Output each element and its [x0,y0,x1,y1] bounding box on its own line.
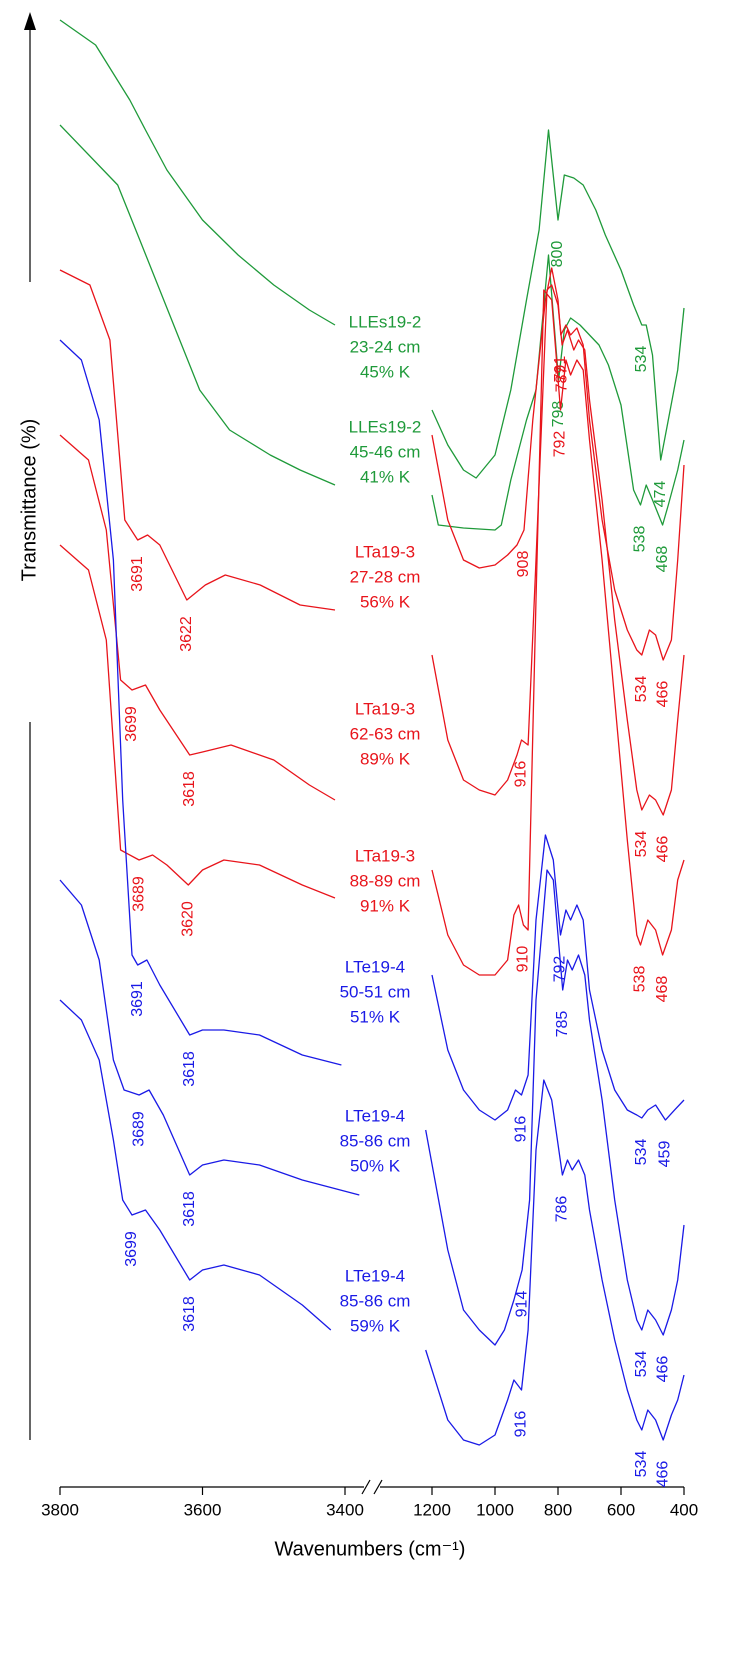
peak-label: 466 [654,836,671,863]
axis-break [373,1479,383,1495]
sample-label: 88-89 cm [350,871,421,890]
peak-label: 908 [515,551,532,578]
x-tick-label: 800 [544,1500,572,1519]
spectrum-line [59,869,685,1346]
sample-label: LLEs19-2 [349,312,422,331]
peak-label: 468 [654,976,671,1003]
sample-label: 59% K [350,1316,401,1335]
spectrum-line [59,19,685,479]
peak-label: 459 [657,1141,674,1168]
peak-label: 916 [513,1411,530,1438]
sample-label: 85-86 cm [340,1291,411,1310]
x-tick-label: 400 [670,1500,698,1519]
sample-label: LTa19-3 [355,699,415,718]
peak-label: 534 [633,346,650,373]
sample-label: 45% K [360,362,411,381]
sample-label: 50-51 cm [340,982,411,1001]
sample-label: LTe19-4 [345,1266,405,1285]
peak-label: 916 [513,1116,530,1143]
peak-label: 3699 [123,706,140,742]
sample-label: 23-24 cm [350,337,421,356]
peak-label: 534 [633,676,650,703]
sample-label: LTe19-4 [345,957,405,976]
peak-label: 800 [549,241,566,268]
peak-label: 916 [513,761,530,788]
x-tick-label: 3600 [184,1500,222,1519]
peak-label: 538 [632,966,649,993]
x-tick-label: 1200 [413,1500,451,1519]
x-tick-label: 3400 [326,1500,364,1519]
y-axis-title: Transmittance (%) [18,419,40,582]
spectrum-line [59,267,685,661]
peak-label: 3618 [181,1051,198,1087]
peak-label: 468 [654,546,671,573]
peak-label: 466 [654,681,671,708]
peak-label: 534 [633,831,650,858]
spectrum-line [59,284,685,816]
peak-label: 792 [552,431,569,458]
sample-label: 85-86 cm [340,1131,411,1150]
spectrum-line [59,339,685,1121]
peak-label: 3691 [129,981,146,1017]
peak-label: 534 [633,1139,650,1166]
peak-label: 786 [554,1196,571,1223]
peak-label: 914 [513,1291,530,1318]
peak-label: 3622 [178,616,195,652]
spectrum-line [59,289,685,976]
sample-label: 51% K [350,1007,401,1026]
peak-label: 466 [654,1461,671,1488]
axis-break [361,1479,371,1495]
sample-label: 50% K [350,1156,401,1175]
peak-label: 3618 [181,771,198,807]
peak-label: 3699 [123,1231,140,1267]
x-tick-label: 600 [607,1500,635,1519]
y-axis-arrow-head [24,12,36,30]
sample-label: LTa19-3 [355,542,415,561]
peak-label: 910 [515,946,532,973]
peak-label: 466 [654,1356,671,1383]
sample-label: 41% K [360,467,411,486]
spectrum-line [59,124,685,531]
sample-label: LTe19-4 [345,1106,405,1125]
sample-label: 89% K [360,749,411,768]
peak-label: 538 [632,526,649,553]
y-title-backdrop [16,282,44,722]
peak-label: 798 [550,401,567,428]
sample-label: 27-28 cm [350,567,421,586]
x-tick-label: 1000 [476,1500,514,1519]
peak-label: 787 [553,366,570,393]
sample-label: 56% K [360,592,411,611]
peak-label: 3620 [179,901,196,937]
peak-label: 3618 [181,1191,198,1227]
peak-label: 3689 [130,876,147,912]
peak-label: 534 [633,1351,650,1378]
peak-label: 3618 [181,1296,198,1332]
x-tick-label: 3800 [41,1500,79,1519]
sample-label: 45-46 cm [350,442,421,461]
spectrum-line [59,999,685,1446]
x-axis-title: Wavenumbers (cm⁻¹) [275,1538,466,1560]
sample-label: LLEs19-2 [349,417,422,436]
sample-label: LTa19-3 [355,846,415,865]
peak-label: 3691 [129,556,146,592]
peak-label: 785 [554,1011,571,1038]
peak-label: 474 [652,481,669,508]
sample-label: 91% K [360,896,411,915]
peak-label: 534 [633,1451,650,1478]
sample-label: 62-63 cm [350,724,421,743]
peak-label: 3689 [130,1111,147,1147]
